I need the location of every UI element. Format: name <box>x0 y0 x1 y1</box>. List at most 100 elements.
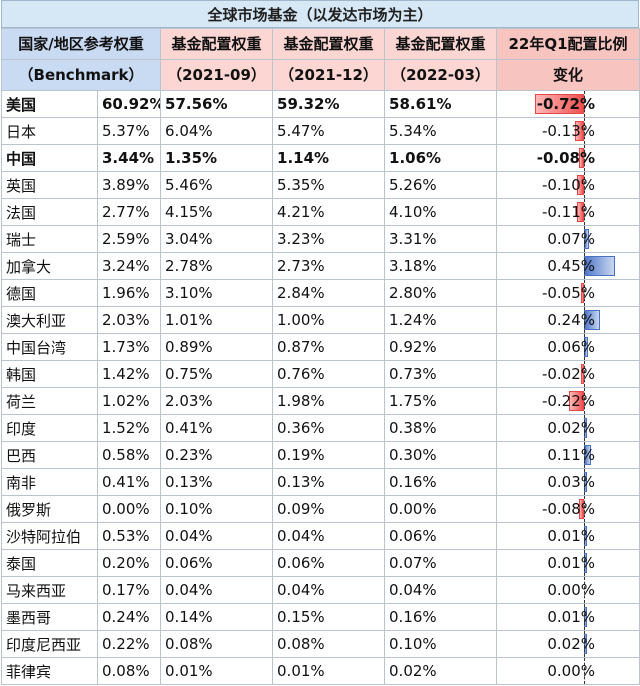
benchmark-cell: 0.58% <box>96 441 162 469</box>
table-row: 韩国 1.42% 0.75% 0.76% 0.73% -0.02% <box>1 360 640 388</box>
benchmark-cell: 0.08% <box>96 657 162 685</box>
change-value: 0.07% <box>547 230 596 248</box>
country-cell: 德国 <box>1 279 98 307</box>
weight-2021-09-cell: 5.46% <box>160 171 274 199</box>
zero-axis-line <box>584 172 586 198</box>
change-value: 0.06% <box>547 338 596 356</box>
header-weight-2021-12-sub: （2021-12） <box>272 59 386 91</box>
benchmark-cell: 0.24% <box>96 603 162 631</box>
table-row: 俄罗斯 0.00% 0.10% 0.09% 0.00% -0.08% <box>1 495 640 523</box>
table-row: 菲律宾 0.08% 0.01% 0.01% 0.02% 0.00% <box>1 657 640 685</box>
change-value: 0.24% <box>547 311 596 329</box>
change-value: 0.00% <box>547 662 596 680</box>
zero-axis-line <box>584 550 586 576</box>
table-row: 澳大利亚 2.03% 1.01% 1.00% 1.24% 0.24% <box>1 306 640 334</box>
zero-axis-line <box>584 442 586 468</box>
country-cell: 瑞士 <box>1 225 98 253</box>
weight-2021-09-cell: 0.04% <box>160 576 274 604</box>
benchmark-cell: 0.22% <box>96 630 162 658</box>
change-value: -0.05% <box>541 284 596 302</box>
benchmark-cell: 3.24% <box>96 252 162 280</box>
table-row: 印度尼西亚 0.22% 0.08% 0.08% 0.10% 0.02% <box>1 630 640 658</box>
country-cell: 美国 <box>1 90 98 118</box>
negative-change-bar <box>578 499 584 519</box>
change-value: 0.11% <box>547 446 596 464</box>
weight-2022-03-cell: 0.73% <box>384 360 498 388</box>
table-row: 马来西亚 0.17% 0.04% 0.04% 0.04% 0.00% <box>1 576 640 604</box>
weight-2021-12-cell: 5.35% <box>272 171 386 199</box>
weight-2021-12-cell: 1.00% <box>272 306 386 334</box>
change-value: 0.01% <box>547 554 596 572</box>
change-cell: 0.03% <box>496 468 640 496</box>
weight-2021-12-cell: 0.04% <box>272 576 386 604</box>
weight-2022-03-cell: 5.34% <box>384 117 498 145</box>
weight-2021-09-cell: 0.08% <box>160 630 274 658</box>
change-cell: 0.45% <box>496 252 640 280</box>
weight-2022-03-cell: 58.61% <box>384 90 498 118</box>
fund-allocation-table: 国家/地区参考权重 基金配置权重 基金配置权重 基金配置权重 22年Q1配置比例… <box>0 28 640 685</box>
weight-2021-12-cell: 0.13% <box>272 468 386 496</box>
benchmark-cell: 1.02% <box>96 387 162 415</box>
zero-axis-line <box>584 91 586 117</box>
weight-2021-09-cell: 0.75% <box>160 360 274 388</box>
weight-2022-03-cell: 0.00% <box>384 495 498 523</box>
change-cell: -0.05% <box>496 279 640 307</box>
weight-2022-03-cell: 0.38% <box>384 414 498 442</box>
header-weight-2021-12: 基金配置权重 <box>272 28 386 60</box>
country-cell: 英国 <box>1 171 98 199</box>
table-row: 法国 2.77% 4.15% 4.21% 4.10% -0.11% <box>1 198 640 226</box>
zero-axis-line <box>584 631 586 657</box>
table-row: 中国 3.44% 1.35% 1.14% 1.06% -0.08% <box>1 144 640 172</box>
weight-2021-09-cell: 6.04% <box>160 117 274 145</box>
benchmark-cell: 1.52% <box>96 414 162 442</box>
weight-2021-09-cell: 0.10% <box>160 495 274 523</box>
table-row: 加拿大 3.24% 2.78% 2.73% 3.18% 0.45% <box>1 252 640 280</box>
country-cell: 泰国 <box>1 549 98 577</box>
weight-2022-03-cell: 4.10% <box>384 198 498 226</box>
weight-2022-03-cell: 2.80% <box>384 279 498 307</box>
table-row: 印度 1.52% 0.41% 0.36% 0.38% 0.02% <box>1 414 640 442</box>
weight-2021-12-cell: 0.15% <box>272 603 386 631</box>
header-row-2: （Benchmark） （2021-09） （2021-12） （2022-03… <box>0 59 640 91</box>
header-change: 22年Q1配置比例 <box>496 28 640 60</box>
weight-2021-09-cell: 0.01% <box>160 657 274 685</box>
change-value: 0.45% <box>547 257 596 275</box>
change-value: 0.03% <box>547 473 596 491</box>
weight-2021-09-cell: 0.14% <box>160 603 274 631</box>
weight-2021-09-cell: 0.04% <box>160 522 274 550</box>
change-value: -0.72% <box>536 95 596 113</box>
change-cell: 0.24% <box>496 306 640 334</box>
country-cell: 澳大利亚 <box>1 306 98 334</box>
weight-2021-09-cell: 4.15% <box>160 198 274 226</box>
weight-2021-09-cell: 3.04% <box>160 225 274 253</box>
country-cell: 南非 <box>1 468 98 496</box>
zero-axis-line <box>584 226 586 252</box>
header-benchmark-sub: （Benchmark） <box>0 59 162 91</box>
change-value: -0.08% <box>541 500 596 518</box>
weight-2021-12-cell: 0.19% <box>272 441 386 469</box>
change-cell: -0.13% <box>496 117 640 145</box>
weight-2021-09-cell: 1.01% <box>160 306 274 334</box>
country-cell: 沙特阿拉伯 <box>1 522 98 550</box>
header-benchmark: 国家/地区参考权重 <box>0 28 162 60</box>
change-cell: 0.11% <box>496 441 640 469</box>
change-cell: -0.08% <box>496 495 640 523</box>
weight-2021-09-cell: 0.13% <box>160 468 274 496</box>
zero-axis-line <box>584 388 586 414</box>
country-cell: 俄罗斯 <box>1 495 98 523</box>
benchmark-cell: 0.53% <box>96 522 162 550</box>
table-row: 墨西哥 0.24% 0.14% 0.15% 0.16% 0.01% <box>1 603 640 631</box>
weight-2021-12-cell: 0.06% <box>272 549 386 577</box>
weight-2021-12-cell: 0.04% <box>272 522 386 550</box>
change-cell: 0.00% <box>496 576 640 604</box>
weight-2021-12-cell: 0.01% <box>272 657 386 685</box>
change-value: -0.08% <box>536 149 596 167</box>
country-cell: 日本 <box>1 117 98 145</box>
weight-2022-03-cell: 1.75% <box>384 387 498 415</box>
table-row: 泰国 0.20% 0.06% 0.06% 0.07% 0.01% <box>1 549 640 577</box>
country-cell: 韩国 <box>1 360 98 388</box>
country-cell: 荷兰 <box>1 387 98 415</box>
weight-2021-12-cell: 2.73% <box>272 252 386 280</box>
change-cell: 0.00% <box>496 657 640 685</box>
country-cell: 法国 <box>1 198 98 226</box>
